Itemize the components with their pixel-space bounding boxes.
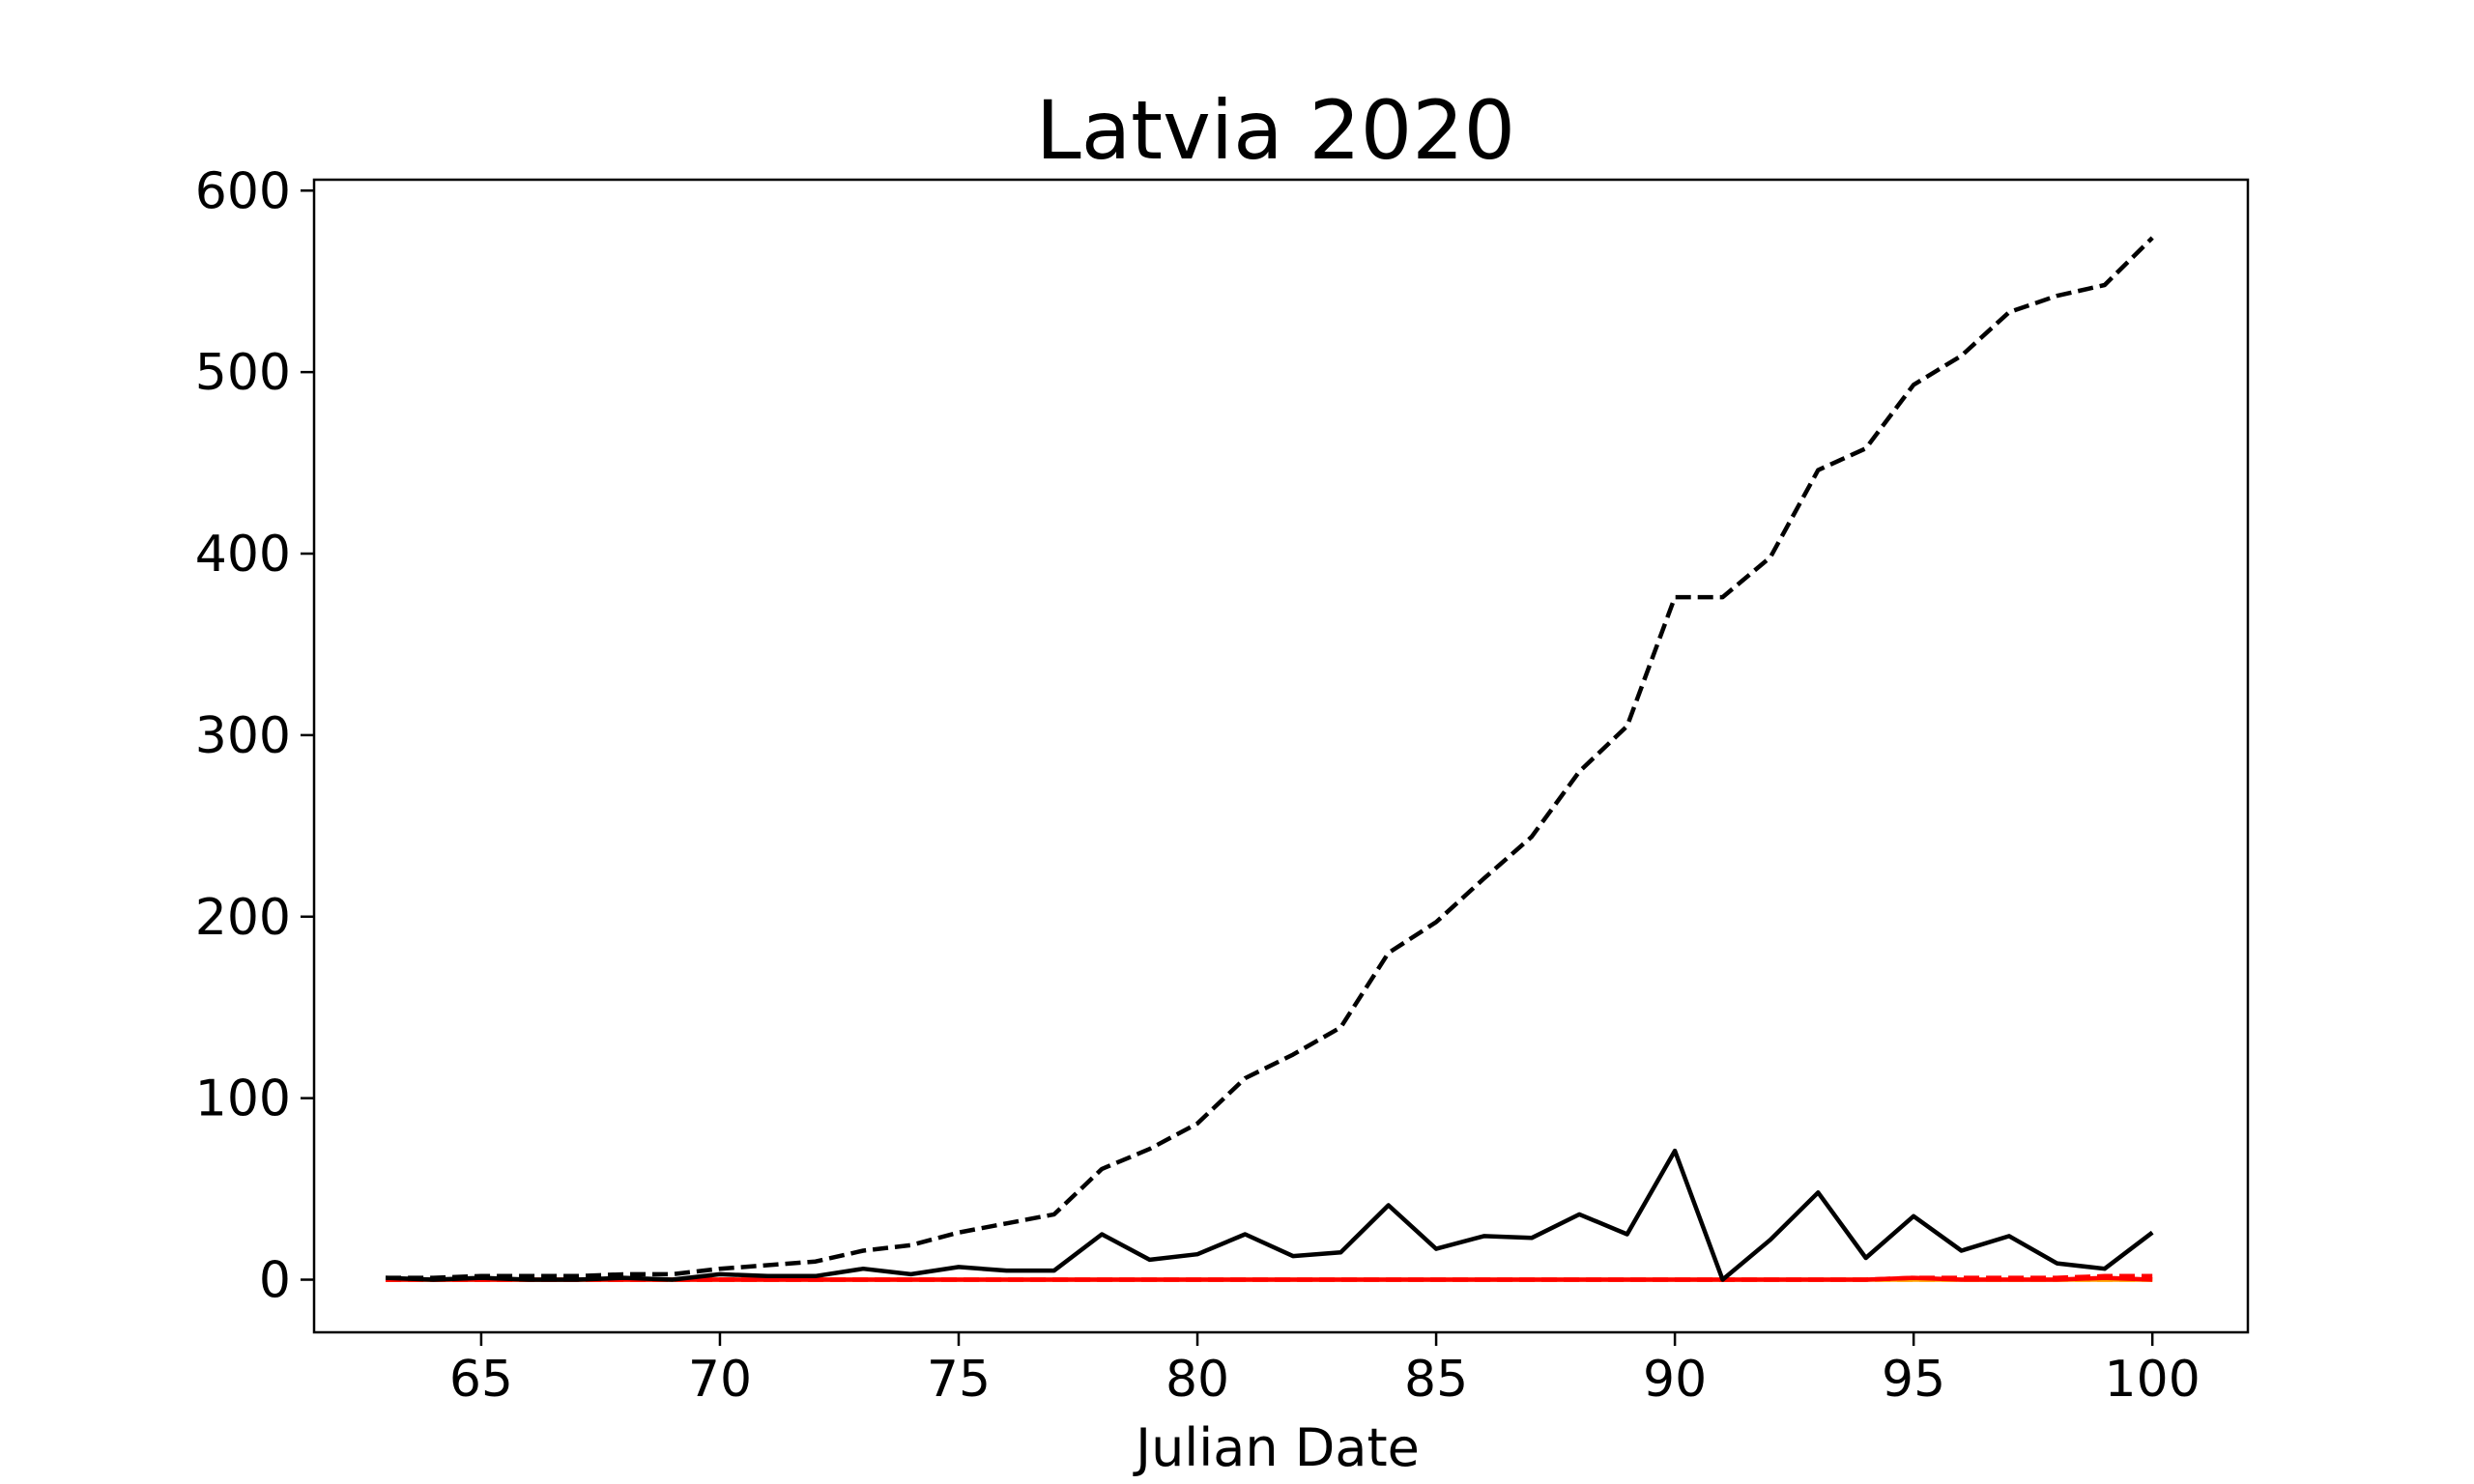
y-tick-label: 300 xyxy=(195,707,291,765)
y-axis: 0 100 200 300 400 500 600 xyxy=(195,162,314,1310)
y-tick-label: 400 xyxy=(195,526,291,584)
x-tick-label: 90 xyxy=(1643,1351,1707,1409)
y-tick-label: 200 xyxy=(195,889,291,947)
y-tick-label: 0 xyxy=(259,1252,291,1310)
x-tick-label: 75 xyxy=(927,1351,991,1409)
x-tick-label: 80 xyxy=(1165,1351,1229,1409)
chart-title: Latvia 2020 xyxy=(1036,83,1515,178)
x-tick-label: 85 xyxy=(1404,1351,1468,1409)
x-tick-label: 95 xyxy=(1882,1351,1945,1409)
series-line-1 xyxy=(386,236,2154,1280)
plot-frame xyxy=(312,178,2250,1334)
x-tick-label: 100 xyxy=(2105,1351,2201,1409)
series-line-2 xyxy=(386,1148,2154,1282)
x-axis: 65 70 75 80 85 90 95 100 xyxy=(449,1332,2201,1409)
x-tick-label: 70 xyxy=(688,1351,752,1409)
series-layer xyxy=(386,236,2154,1282)
y-tick-label: 500 xyxy=(195,344,291,402)
x-axis-title: Julian Date xyxy=(1133,1417,1420,1478)
y-tick-label: 600 xyxy=(195,162,291,220)
y-tick-label: 100 xyxy=(195,1070,291,1128)
x-tick-label: 65 xyxy=(449,1351,513,1409)
